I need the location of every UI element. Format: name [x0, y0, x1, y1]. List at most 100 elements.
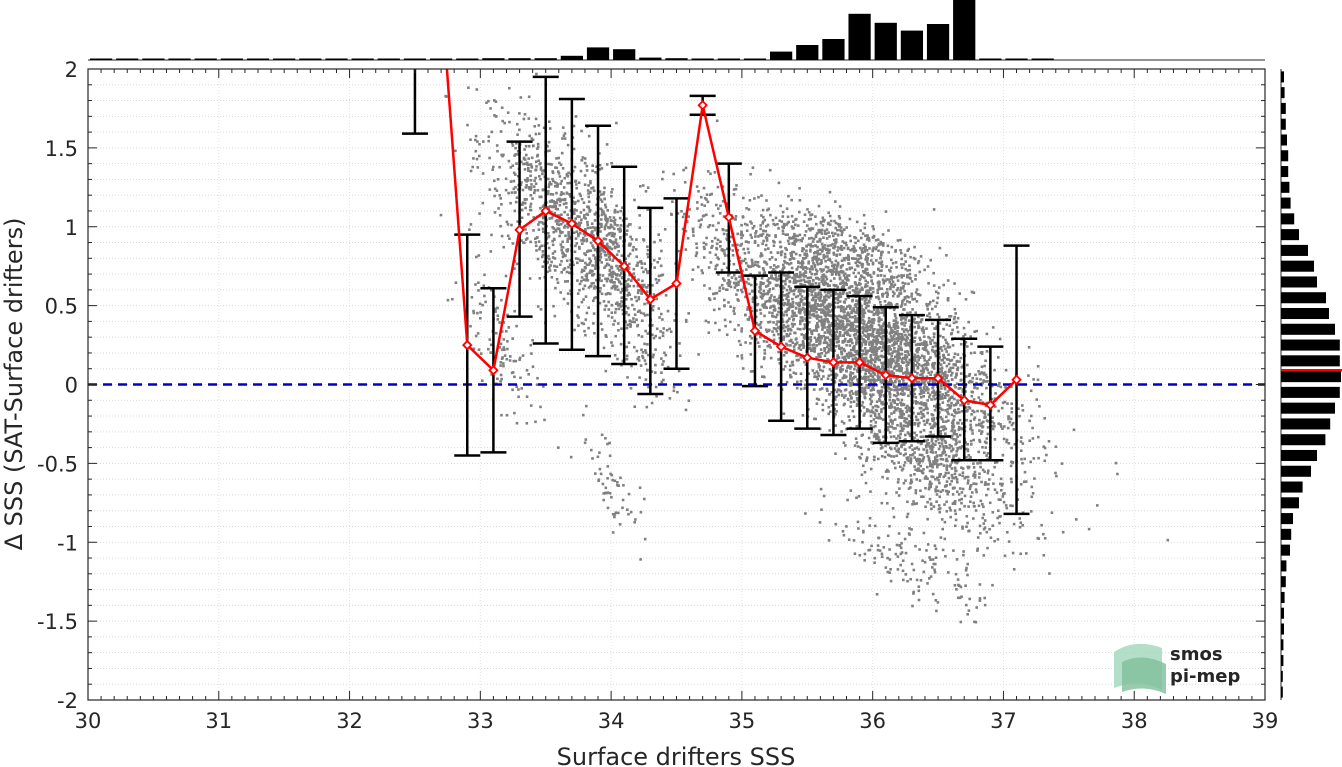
scatter-point: [825, 345, 829, 349]
scatter-point: [557, 172, 561, 175]
scatter-point: [644, 285, 648, 289]
scatter-point: [509, 201, 512, 205]
scatter-point: [986, 452, 990, 455]
scatter-point: [870, 441, 873, 444]
scatter-point: [812, 346, 815, 350]
scatter-point: [591, 164, 594, 167]
scatter-point: [918, 356, 922, 359]
scatter-point: [613, 515, 616, 519]
scatter-point: [814, 314, 818, 318]
scatter-point: [809, 347, 812, 351]
scatter-point: [901, 327, 904, 331]
scatter-point: [575, 186, 578, 190]
scatter-point: [499, 224, 502, 228]
scatter-point: [528, 277, 532, 280]
scatter-point: [760, 297, 764, 300]
scatter-point: [548, 200, 552, 203]
scatter-point: [880, 318, 883, 321]
scatter-point: [826, 284, 830, 288]
scatter-point: [952, 317, 956, 321]
scatter-point: [905, 367, 909, 370]
scatter-point: [918, 402, 921, 405]
scatter-point: [798, 311, 802, 315]
scatter-point: [558, 230, 562, 233]
scatter-point: [897, 345, 901, 348]
scatter-point: [603, 266, 606, 269]
scatter-point: [824, 351, 828, 355]
scatter-point: [513, 267, 516, 270]
scatter-point: [827, 296, 831, 299]
scatter-point: [605, 242, 609, 246]
scatter-point: [941, 358, 945, 362]
scatter-point: [556, 227, 560, 230]
scatter-point: [933, 381, 936, 384]
scatter-point: [904, 321, 907, 324]
scatter-point: [953, 352, 957, 356]
scatter-point: [531, 138, 535, 142]
scatter-point: [606, 218, 609, 222]
scatter-point: [751, 261, 754, 265]
scatter-point: [840, 307, 843, 311]
scatter-point: [909, 311, 912, 314]
scatter-point: [619, 282, 623, 286]
scatter-point: [616, 357, 619, 361]
scatter-point: [739, 244, 742, 247]
scatter-point: [1047, 440, 1051, 443]
scatter-point: [848, 291, 851, 294]
scatter-point: [860, 344, 863, 347]
scatter-point: [531, 197, 534, 200]
scatter-point: [773, 223, 777, 227]
scatter-point: [572, 263, 575, 267]
scatter-point: [949, 359, 952, 362]
scatter-point: [756, 261, 760, 264]
scatter-point: [625, 345, 629, 349]
scatter-point: [636, 264, 639, 267]
scatter-point: [1037, 456, 1040, 460]
scatter-point: [479, 317, 482, 320]
scatter-point: [503, 121, 506, 125]
scatter-point: [548, 217, 551, 220]
scatter-point: [508, 120, 511, 124]
scatter-point: [1007, 417, 1010, 421]
scatter-point: [824, 259, 827, 263]
scatter-point: [793, 275, 796, 278]
scatter-point: [513, 309, 516, 313]
scatter-point: [909, 333, 912, 337]
scatter-point: [650, 307, 653, 310]
scatter-point: [823, 347, 827, 350]
scatter-point: [723, 252, 726, 255]
scatter-point: [500, 298, 503, 302]
scatter-point: [1010, 385, 1013, 389]
scatter-point: [599, 472, 603, 476]
scatter-point: [1001, 427, 1004, 430]
scatter-point: [493, 211, 497, 214]
scatter-point: [842, 291, 845, 294]
scatter-point: [646, 290, 649, 293]
scatter-point: [868, 341, 871, 344]
scatter-point: [759, 227, 762, 231]
scatter-point: [916, 367, 920, 370]
scatter-point: [609, 223, 613, 227]
scatter-point: [1010, 410, 1014, 414]
scatter-point: [865, 335, 868, 338]
scatter-point: [559, 163, 563, 167]
scatter-point: [732, 193, 736, 196]
scatter-point: [1028, 439, 1031, 442]
scatter-point: [902, 316, 906, 320]
scatter-point: [864, 342, 867, 346]
scatter-point: [582, 216, 586, 219]
scatter-point: [898, 353, 901, 357]
scatter-point: [789, 289, 793, 293]
scatter-point: [587, 286, 591, 289]
scatter-point: [866, 362, 870, 366]
scatter-point: [482, 140, 485, 143]
scatter-point: [591, 226, 595, 229]
scatter-point: [888, 370, 891, 374]
scatter-point: [559, 222, 563, 226]
scatter-point: [587, 200, 591, 203]
scatter-point: [655, 281, 659, 284]
scatter-point: [626, 376, 629, 379]
scatter-point: [576, 292, 580, 295]
scatter-point: [852, 245, 856, 248]
scatter-point: [751, 296, 755, 299]
